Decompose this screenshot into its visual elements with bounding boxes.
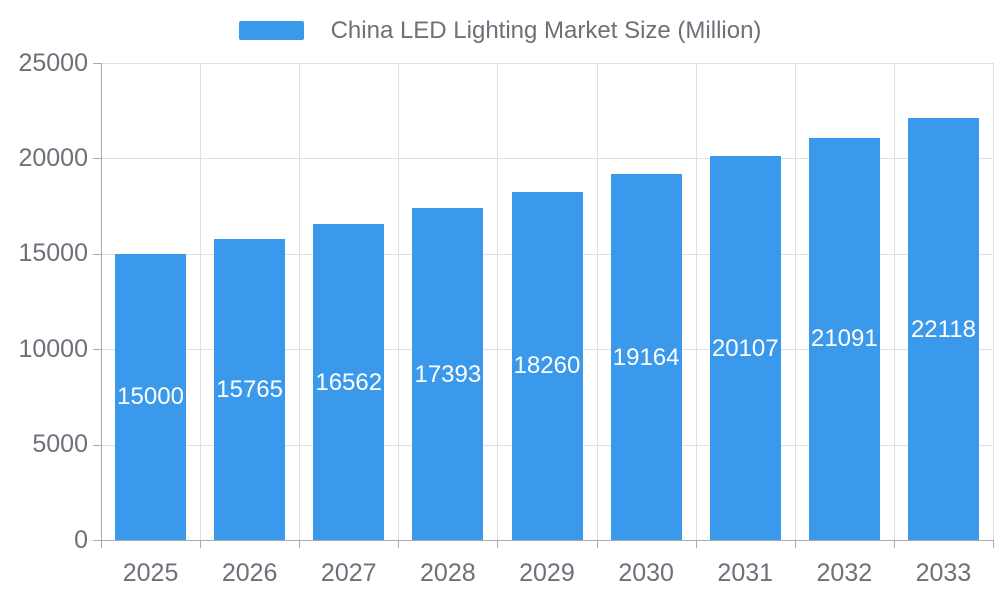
x-grid-line: [794, 63, 796, 540]
y-axis-label: 10000: [18, 334, 88, 363]
y-axis-label: 15000: [18, 239, 88, 268]
legend-series-label: China LED Lighting Market Size (Million): [330, 17, 762, 44]
x-axis-tick: [794, 540, 796, 548]
x-axis-tick: [596, 540, 598, 548]
x-axis-tick: [993, 540, 994, 548]
bar-value-label: 17393: [414, 360, 482, 388]
legend[interactable]: China LED Lighting Market Size (Million): [0, 17, 1000, 44]
bar-value-label: 19164: [612, 343, 680, 371]
x-axis-tick: [299, 540, 301, 548]
bar[interactable]: [115, 253, 187, 540]
x-grid-line: [398, 63, 400, 540]
x-axis-label: 2032: [816, 559, 873, 587]
y-axis-label: 5000: [32, 430, 88, 459]
bar[interactable]: [709, 156, 781, 540]
x-axis-tick: [695, 540, 697, 548]
x-axis-label: 2029: [519, 559, 575, 587]
bar-value-label: 15765: [216, 376, 284, 404]
y-grid-line: [101, 63, 993, 64]
x-axis-label: 2025: [122, 559, 179, 587]
x-axis-label: 2028: [420, 559, 476, 587]
x-axis-label: 2026: [221, 559, 278, 587]
x-grid-line: [200, 63, 202, 540]
bar[interactable]: [214, 239, 286, 540]
bar-value-label: 15000: [117, 383, 184, 411]
bar-value-label: 22118: [910, 315, 976, 343]
bar-value-label: 20107: [711, 334, 779, 362]
y-axis-tick: [93, 63, 101, 64]
bar-value-label: 16562: [315, 368, 383, 396]
y-axis-tick: [93, 349, 101, 351]
x-axis-label: 2027: [320, 559, 377, 587]
x-axis-tick: [497, 540, 499, 548]
x-grid-line: [596, 63, 598, 540]
legend-swatch-icon: [238, 21, 304, 40]
x-axis-tick: [101, 540, 102, 548]
y-axis-tick: [93, 540, 101, 541]
x-axis-tick: [893, 540, 895, 548]
x-grid-line: [893, 63, 895, 540]
bar[interactable]: [907, 118, 979, 540]
y-axis-tick: [93, 253, 101, 255]
x-grid-line: [695, 63, 697, 540]
x-axis-tick: [398, 540, 400, 548]
bar-value-label: 21091: [810, 325, 878, 353]
x-axis-tick: [200, 540, 202, 548]
y-grid-line: [101, 158, 993, 160]
bar[interactable]: [511, 191, 583, 540]
bar[interactable]: [808, 137, 880, 540]
y-axis-tick: [93, 158, 101, 160]
x-axis-label: 2033: [915, 559, 972, 587]
y-axis-label: 20000: [18, 143, 88, 172]
bar[interactable]: [412, 208, 484, 540]
bar[interactable]: [610, 174, 682, 540]
y-axis-label: 25000: [18, 48, 88, 77]
x-grid-line: [497, 63, 499, 540]
y-axis-tick: [93, 444, 101, 446]
x-axis-line: [100, 540, 993, 541]
bar-value-label: 18260: [513, 352, 581, 380]
y-axis-line: [101, 63, 102, 541]
x-axis-label: 2030: [618, 559, 674, 587]
x-grid-line: [993, 63, 994, 540]
x-grid-line: [299, 63, 301, 540]
y-axis-label: 0: [74, 525, 88, 554]
bar[interactable]: [313, 224, 385, 540]
plot-area: 15000 15765 16562 17393 18260 19164 20107 21091…: [18, 50, 994, 586]
x-axis-label: 2031: [717, 559, 774, 587]
